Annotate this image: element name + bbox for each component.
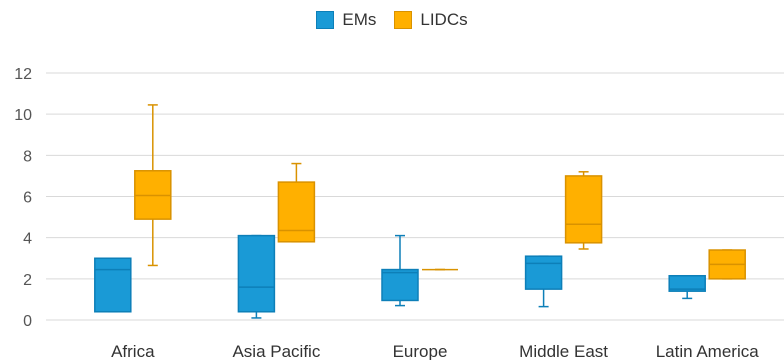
x-tick-label: Europe	[393, 342, 448, 360]
x-tick-label: Africa	[111, 342, 155, 360]
legend-item-ems[interactable]: EMs	[316, 10, 376, 30]
box-ems	[524, 255, 563, 290]
legend-swatch-ems	[316, 11, 335, 29]
y-tick-label: 6	[23, 190, 32, 207]
y-tick-label: 12	[14, 66, 32, 83]
box-ems	[94, 257, 132, 313]
legend-label-lidcs: LIDCs	[420, 10, 468, 29]
legend-swatch-lidcs	[394, 11, 413, 29]
box-lidcs	[277, 181, 316, 243]
legend-label-ems: EMs	[342, 10, 377, 29]
y-tick-label: 4	[23, 231, 32, 248]
x-tick-label: Asia Pacific	[232, 342, 320, 360]
y-tick-label: 10	[14, 107, 32, 124]
y-tick-label: 8	[23, 148, 32, 165]
box-ems	[668, 274, 706, 292]
y-tick-label: 0	[23, 313, 32, 330]
box-ems	[381, 268, 419, 302]
legend: EMs LIDCs	[0, 10, 784, 30]
x-tick-label: Latin America	[656, 342, 760, 360]
box-lidcs	[564, 175, 603, 244]
legend-item-lidcs[interactable]: LIDCs	[394, 10, 468, 30]
x-tick-label: Middle East	[519, 342, 608, 360]
y-tick-label: 2	[23, 272, 32, 289]
box-ems	[237, 234, 276, 313]
